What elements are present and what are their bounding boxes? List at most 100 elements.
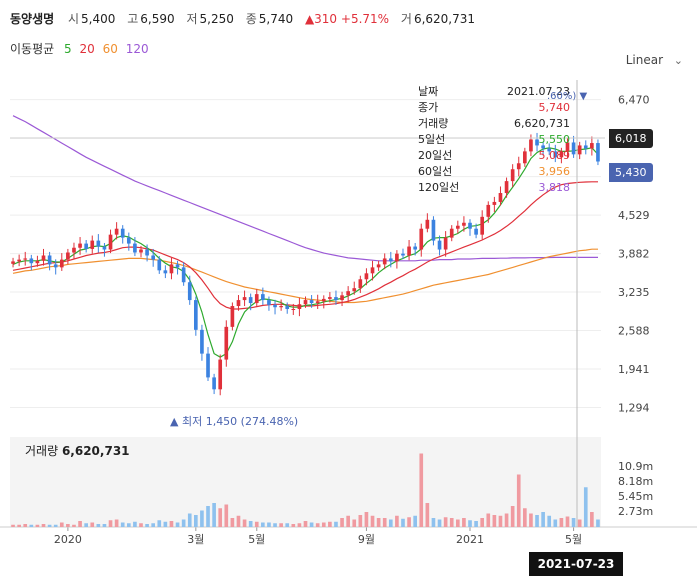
candle-body xyxy=(455,225,460,229)
candle-body xyxy=(407,246,411,256)
ma-legend-title: 이동평균 xyxy=(10,42,55,56)
price-tick-label: 2,588 xyxy=(618,325,650,338)
change-value: ▲310 +5.71% xyxy=(304,12,390,26)
ma-60-label[interactable]: 60 xyxy=(102,42,118,56)
candle-body xyxy=(474,228,478,235)
volume-bar xyxy=(340,518,344,527)
candle-body xyxy=(510,169,515,182)
volume-bar xyxy=(388,519,393,527)
candle-body xyxy=(224,326,229,360)
tooltip-row: 종가 5,740 xyxy=(418,100,570,116)
candle-body xyxy=(462,222,466,226)
ma-120-label[interactable]: 120 xyxy=(125,42,149,56)
candle-body xyxy=(309,300,314,304)
candle-body xyxy=(102,246,107,250)
volume-bar xyxy=(443,517,448,527)
candle-body xyxy=(23,258,28,260)
candle-body xyxy=(175,264,180,268)
price-tick-label: 1,941 xyxy=(618,363,650,376)
volume-bar xyxy=(273,523,277,527)
volume-bar xyxy=(254,521,259,527)
candle-body xyxy=(267,300,271,305)
volume-bar xyxy=(486,513,491,527)
candle-body xyxy=(17,259,21,262)
tooltip-label: 20일선 xyxy=(418,149,453,162)
candle-body xyxy=(230,306,235,327)
tooltip-value: 2021.07.23 xyxy=(507,85,570,98)
candle-body xyxy=(279,306,283,308)
tooltip-row: 20일선 5,089 xyxy=(418,148,570,164)
volume-bar xyxy=(303,521,308,527)
candle-body xyxy=(376,264,381,268)
volume-bar xyxy=(541,512,545,527)
volume-bar xyxy=(120,522,125,527)
candle-body xyxy=(139,249,143,253)
candle-body xyxy=(468,222,472,229)
volume-bar xyxy=(376,518,381,527)
volume-bar xyxy=(321,522,326,527)
volume-bar xyxy=(596,519,600,527)
tooltip-value: 3,956 xyxy=(538,165,571,178)
volume-bar xyxy=(108,520,113,527)
candle-body xyxy=(486,204,491,217)
volume-title-value: 6,620,731 xyxy=(61,444,130,458)
low-annotation: ▲ 최저 1,450 (274.48%) xyxy=(170,415,299,428)
candle-body xyxy=(303,300,308,305)
candle-body xyxy=(254,294,259,304)
tooltip-label: 날짜 xyxy=(418,85,439,98)
ma-legend[interactable]: 이동평균 5 20 60 120 xyxy=(10,40,155,57)
candle-body xyxy=(96,240,101,247)
volume-bar xyxy=(11,524,15,527)
scale-select[interactable]: Linear xyxy=(625,53,663,67)
chevron-down-icon[interactable]: ⌄ xyxy=(673,54,683,67)
tooltip-value: 6,620,731 xyxy=(514,117,570,130)
candle-body xyxy=(388,258,393,262)
volume-bar xyxy=(352,519,357,527)
volume-bar xyxy=(370,515,375,527)
volume-bar xyxy=(261,522,265,527)
volume-bar xyxy=(151,523,156,527)
last-price-badge: 5,430 xyxy=(609,163,653,182)
price-tick-label: 3,235 xyxy=(618,286,650,299)
volume-bar xyxy=(504,513,509,527)
tooltip-label: 60일선 xyxy=(418,165,453,178)
ma-5-label[interactable]: 5 xyxy=(64,42,72,56)
candle-body xyxy=(53,264,58,268)
candle-body xyxy=(206,353,210,378)
low-value: 5,250 xyxy=(199,12,234,26)
hover-date-badge: 2021-07-23 xyxy=(529,552,623,576)
candle-body xyxy=(352,288,357,292)
volume-bar xyxy=(382,518,387,527)
x-tick-label: 9월 xyxy=(358,533,375,546)
volume-bar xyxy=(248,521,253,527)
high-value: 6,590 xyxy=(140,12,175,26)
tooltip-value: 5,550 xyxy=(538,133,571,146)
candle-body xyxy=(535,139,539,146)
volume-panel xyxy=(10,437,601,527)
price-tick-label: 1,294 xyxy=(618,402,650,415)
ma120-line xyxy=(12,115,598,262)
candle-body xyxy=(425,219,430,229)
close-value: 5,740 xyxy=(258,12,294,26)
volume-bar xyxy=(17,524,21,527)
volume-bar xyxy=(157,520,162,527)
volume-tick-label: 5.45m xyxy=(618,490,653,503)
volume-bar xyxy=(358,515,363,527)
tooltip-row: 60일선 3,956 xyxy=(418,164,570,180)
ma-20-label[interactable]: 20 xyxy=(79,42,95,56)
candle-body xyxy=(321,298,326,302)
candle-body xyxy=(169,264,174,274)
volume-bar xyxy=(334,521,338,527)
high-label: 고 xyxy=(127,12,139,26)
volume-bar xyxy=(47,524,52,527)
volume-bar xyxy=(297,523,302,527)
candle-body xyxy=(340,295,344,301)
x-tick-label: 5월 xyxy=(248,533,265,546)
volume-bar xyxy=(529,513,533,527)
low-label: 저 xyxy=(186,12,198,26)
x-tick-label: 2020 xyxy=(54,533,82,546)
volume-bar xyxy=(480,518,485,527)
volume-bar xyxy=(364,512,369,527)
candle-body xyxy=(443,237,448,250)
